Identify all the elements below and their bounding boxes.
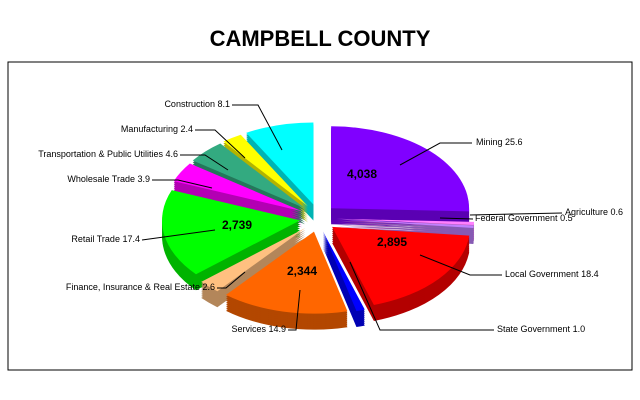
slice-side xyxy=(336,223,474,233)
category-name: Mining xyxy=(476,137,503,147)
slice-label: Services 14.9 xyxy=(231,324,286,334)
slice xyxy=(226,231,348,314)
value-label: 8.1 xyxy=(217,99,230,109)
category-name: Local Government xyxy=(505,269,579,279)
frame xyxy=(7,61,633,371)
leader-line xyxy=(195,129,246,159)
leader-line xyxy=(469,212,563,216)
slice xyxy=(223,134,308,207)
slice-label: Transportation & Public Utilities 4.6 xyxy=(38,149,178,159)
inner-label: 2,895 xyxy=(377,235,407,249)
slice xyxy=(336,219,474,229)
value-label: 25.6 xyxy=(505,137,523,147)
value-label: 17.4 xyxy=(122,234,140,244)
category-name: Transportation & Public Utilities xyxy=(38,149,163,159)
category-name: Federal Government xyxy=(475,213,558,223)
category-name: Manufacturing xyxy=(121,124,178,134)
leader-line xyxy=(141,229,216,241)
category-name: Services xyxy=(231,324,266,334)
slice xyxy=(331,126,470,212)
slice-label: Manufacturing 2.4 xyxy=(121,124,193,134)
category-name: Finance, Insurance & Real Estate xyxy=(66,282,200,292)
leader-line xyxy=(439,217,474,220)
leader-line xyxy=(419,254,502,276)
category-name: Agriculture xyxy=(565,207,608,217)
value-label: 0.5 xyxy=(560,213,573,223)
category-name: State Government xyxy=(497,324,571,334)
value-label: 4.6 xyxy=(165,149,178,159)
inner-label: 2,344 xyxy=(287,264,317,278)
slice xyxy=(192,143,305,209)
leader-line xyxy=(349,261,494,331)
slice-label: State Government 1.0 xyxy=(497,324,585,334)
slice xyxy=(322,231,365,312)
category-name: Wholesale Trade xyxy=(67,174,135,184)
category-name: Construction xyxy=(164,99,215,109)
slice xyxy=(246,122,314,205)
slice-label: Retail Trade 17.4 xyxy=(71,234,140,244)
slice-side xyxy=(336,221,474,231)
chart-title: CAMPBELL COUNTY xyxy=(210,26,431,51)
value-label: 18.4 xyxy=(581,269,599,279)
value-label: 1.0 xyxy=(573,324,586,334)
slice-label: Federal Government 0.5 xyxy=(475,213,573,223)
slice-side xyxy=(336,225,474,235)
value-label: 2.6 xyxy=(202,282,215,292)
value-label: 2.4 xyxy=(180,124,193,134)
slice xyxy=(332,226,470,306)
slice-label: Wholesale Trade 3.9 xyxy=(67,174,150,184)
slice xyxy=(173,163,303,212)
slice xyxy=(162,190,301,275)
value-label: 0.6 xyxy=(611,207,624,217)
inner-label: 2,739 xyxy=(222,218,252,232)
slice-label: Local Government 18.4 xyxy=(505,269,599,279)
leader-line xyxy=(399,142,472,166)
value-label: 3.9 xyxy=(137,174,150,184)
slice xyxy=(336,218,475,225)
leader-line xyxy=(232,104,283,151)
value-label: 14.9 xyxy=(268,324,286,334)
inner-label: 4,038 xyxy=(347,167,377,181)
category-name: Retail Trade xyxy=(71,234,120,244)
slice-label: Mining 25.6 xyxy=(476,137,523,147)
leader-line xyxy=(152,179,213,189)
leader-line xyxy=(288,289,301,331)
slice-label: Finance, Insurance & Real Estate 2.6 xyxy=(66,282,215,292)
slice-label: Construction 8.1 xyxy=(164,99,230,109)
leader-line xyxy=(180,154,229,171)
leader-line xyxy=(217,271,246,289)
slice xyxy=(201,228,306,292)
slice-label: Agriculture 0.6 xyxy=(565,207,623,217)
